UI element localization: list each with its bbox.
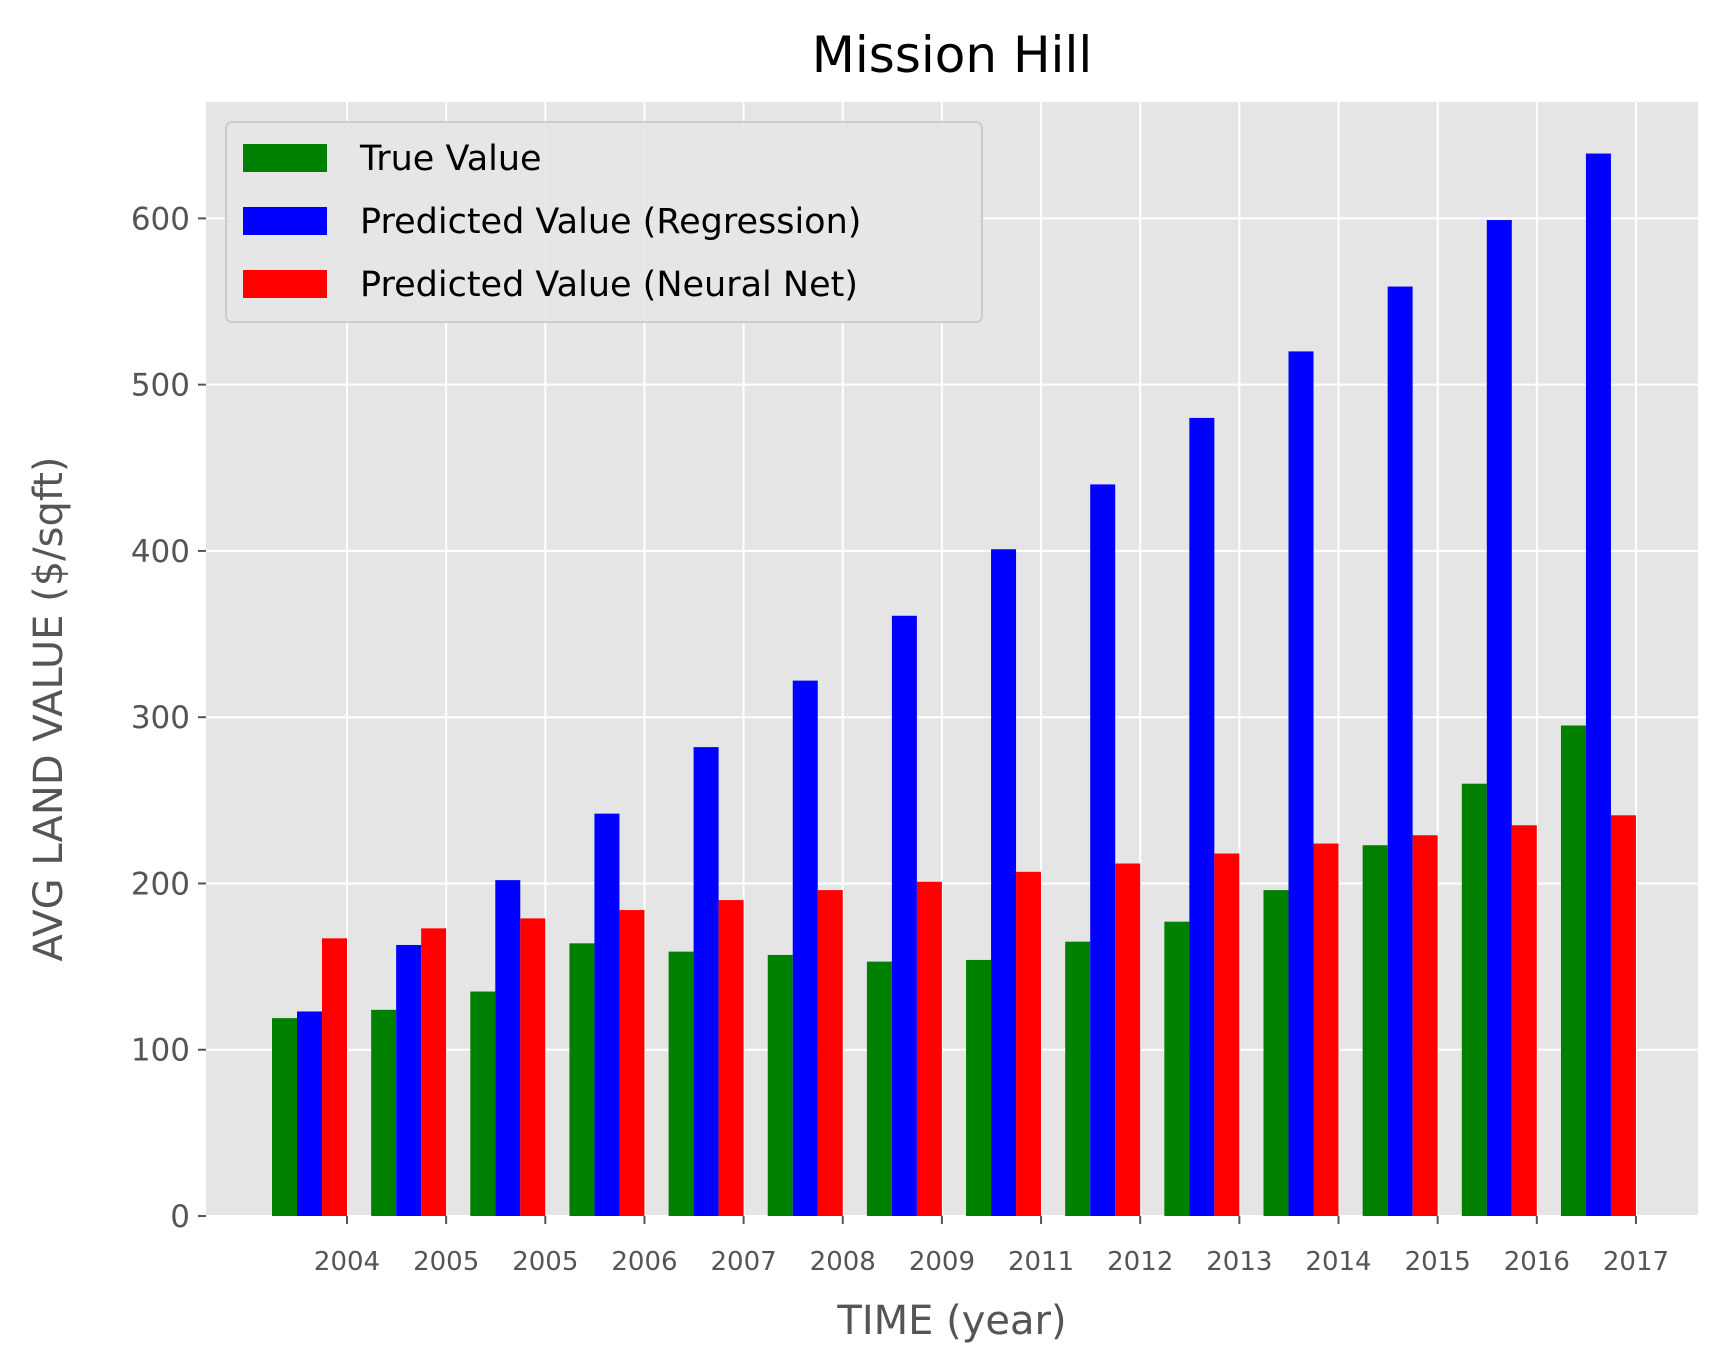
- bar: [1016, 871, 1042, 1216]
- y-axis-ticks: 0 100 200 300 400 500 600: [131, 201, 206, 1235]
- bar: [520, 918, 546, 1216]
- bar: [594, 813, 620, 1216]
- x-tick-label: 2005: [512, 1247, 578, 1277]
- bar: [991, 549, 1017, 1216]
- bar: [1412, 835, 1438, 1216]
- legend-label: Predicted Value (Regression): [360, 202, 861, 242]
- bar: [916, 881, 942, 1216]
- bar: [866, 961, 892, 1216]
- legend-swatch: [243, 144, 327, 172]
- x-tick-label: 2008: [810, 1247, 876, 1277]
- y-axis-label: AVG LAND VALUE ($/sqft): [26, 456, 72, 961]
- y-tick-label: 0: [170, 1199, 190, 1235]
- legend-box: [225, 121, 983, 323]
- y-tick-label: 300: [131, 700, 190, 736]
- bar: [495, 880, 521, 1216]
- bar: [272, 1018, 297, 1216]
- x-tick-label: 2006: [611, 1247, 677, 1277]
- x-tick-label: 2016: [1504, 1247, 1570, 1277]
- bar: [396, 944, 422, 1216]
- y-tick-label: 500: [131, 368, 190, 404]
- bar: [1560, 725, 1586, 1216]
- bar: [1263, 890, 1289, 1216]
- x-tick-label: 2005: [413, 1247, 479, 1277]
- bar: [421, 928, 447, 1216]
- bar: [891, 615, 917, 1216]
- chart-title: Mission Hill: [812, 26, 1092, 84]
- x-axis-ticks: 2004 2005 2005 2006 2007 2008 2009 2011 2012 2013…: [314, 1216, 1669, 1277]
- bar: [322, 938, 347, 1216]
- y-tick-label: 100: [131, 1033, 190, 1069]
- x-tick-label: 2015: [1405, 1247, 1471, 1277]
- x-tick-label: 2014: [1305, 1247, 1371, 1277]
- bar: [1387, 286, 1413, 1216]
- legend-label: True Value: [359, 139, 542, 179]
- bar: [718, 900, 744, 1216]
- y-tick-label: 600: [131, 201, 190, 237]
- x-axis-label: TIME (year): [836, 1298, 1066, 1344]
- bar: [1214, 853, 1240, 1216]
- bar: [817, 890, 843, 1216]
- bar: [767, 954, 793, 1216]
- legend-label: Predicted Value (Neural Net): [360, 265, 858, 305]
- y-tick-label: 400: [131, 534, 190, 570]
- bar: [371, 1009, 397, 1216]
- x-tick-label: 2017: [1603, 1247, 1669, 1277]
- bar: [297, 1011, 322, 1216]
- bar: [1486, 220, 1512, 1216]
- legend-swatch: [243, 270, 327, 298]
- x-tick-label: 2013: [1206, 1247, 1272, 1277]
- bar: [668, 951, 694, 1216]
- bar: [1115, 863, 1141, 1216]
- legend: True Value Predicted Value (Regression) Pr…: [225, 121, 983, 323]
- x-tick-label: 2011: [1008, 1247, 1074, 1277]
- bar: [1313, 843, 1339, 1216]
- bar: [693, 747, 719, 1216]
- x-tick-label: 2004: [314, 1247, 380, 1277]
- bar: [619, 910, 645, 1216]
- legend-swatch: [243, 207, 327, 235]
- bar: [792, 680, 818, 1216]
- bar: [966, 959, 992, 1216]
- bar: [1090, 484, 1116, 1216]
- bar: [1610, 815, 1636, 1216]
- bars-layer: [272, 153, 1636, 1217]
- bar: [1288, 351, 1314, 1217]
- x-tick-label: 2012: [1107, 1247, 1173, 1277]
- bar: [1189, 417, 1215, 1216]
- bar: [569, 943, 595, 1216]
- x-tick-label: 2009: [909, 1247, 975, 1277]
- bar: [1362, 845, 1388, 1216]
- bar: [1511, 825, 1537, 1216]
- bar: [470, 991, 496, 1216]
- bar: [1461, 783, 1487, 1216]
- bar: [1585, 153, 1611, 1216]
- bar: [1164, 921, 1190, 1216]
- y-tick-label: 200: [131, 866, 190, 902]
- x-tick-label: 2007: [711, 1247, 777, 1277]
- bar: [1065, 941, 1091, 1216]
